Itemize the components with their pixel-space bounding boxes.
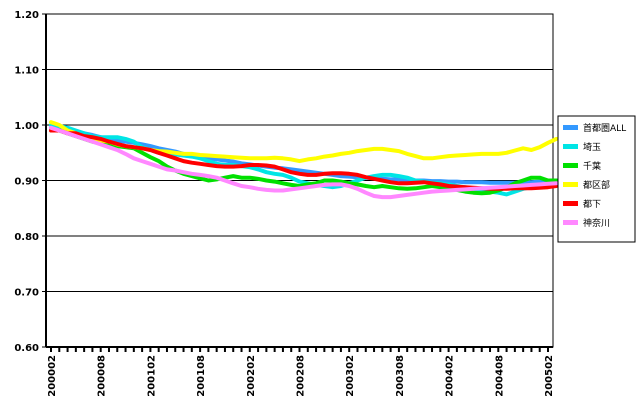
- legend-label: 都区部: [583, 179, 610, 191]
- y-tick-label: 0.80: [14, 232, 39, 243]
- x-tick-label: 200302: [345, 355, 356, 397]
- x-tick-label: 200108: [196, 355, 207, 397]
- x-tick-label: 200102: [146, 355, 157, 397]
- legend-label: 千葉: [583, 160, 601, 172]
- series-line-6: [49, 125, 559, 200]
- y-tick-label: 0.70: [14, 288, 39, 299]
- legend-swatch: [563, 201, 578, 206]
- y-tick-label: 1.20: [14, 10, 39, 21]
- y-tick-label: 1.10: [14, 66, 39, 77]
- x-tick-label: 200008: [97, 355, 108, 397]
- legend-label: 首都圏ALL: [583, 122, 626, 134]
- x-tick-label: 200202: [246, 355, 257, 397]
- x-tick-label: 200002: [47, 355, 58, 397]
- x-tick-label: 200502: [544, 355, 555, 397]
- x-tick-label: 200402: [445, 355, 456, 397]
- y-tick-label: 1.00: [14, 121, 39, 132]
- legend-swatch: [563, 163, 578, 168]
- x-tick-label: 200408: [494, 355, 505, 397]
- axis-layer: 0.60 0.70 0.80 0.90 1.00 1.10 1.20 200002 200008…: [14, 10, 555, 397]
- legend-swatch: [563, 220, 578, 225]
- legend-label: 神奈川: [583, 217, 610, 229]
- y-tick-label: 0.90: [14, 177, 39, 188]
- legend-swatch: [563, 182, 578, 187]
- legend-label: 埼玉: [583, 141, 601, 153]
- series-layer: [49, 120, 559, 200]
- legend-label: 都下: [583, 199, 601, 210]
- x-tick-label: 200208: [296, 355, 307, 397]
- legend-swatch: [563, 144, 578, 149]
- legend-swatch: [563, 125, 578, 130]
- y-tick-label: 0.60: [14, 343, 39, 354]
- x-tick-label: 200308: [395, 355, 406, 397]
